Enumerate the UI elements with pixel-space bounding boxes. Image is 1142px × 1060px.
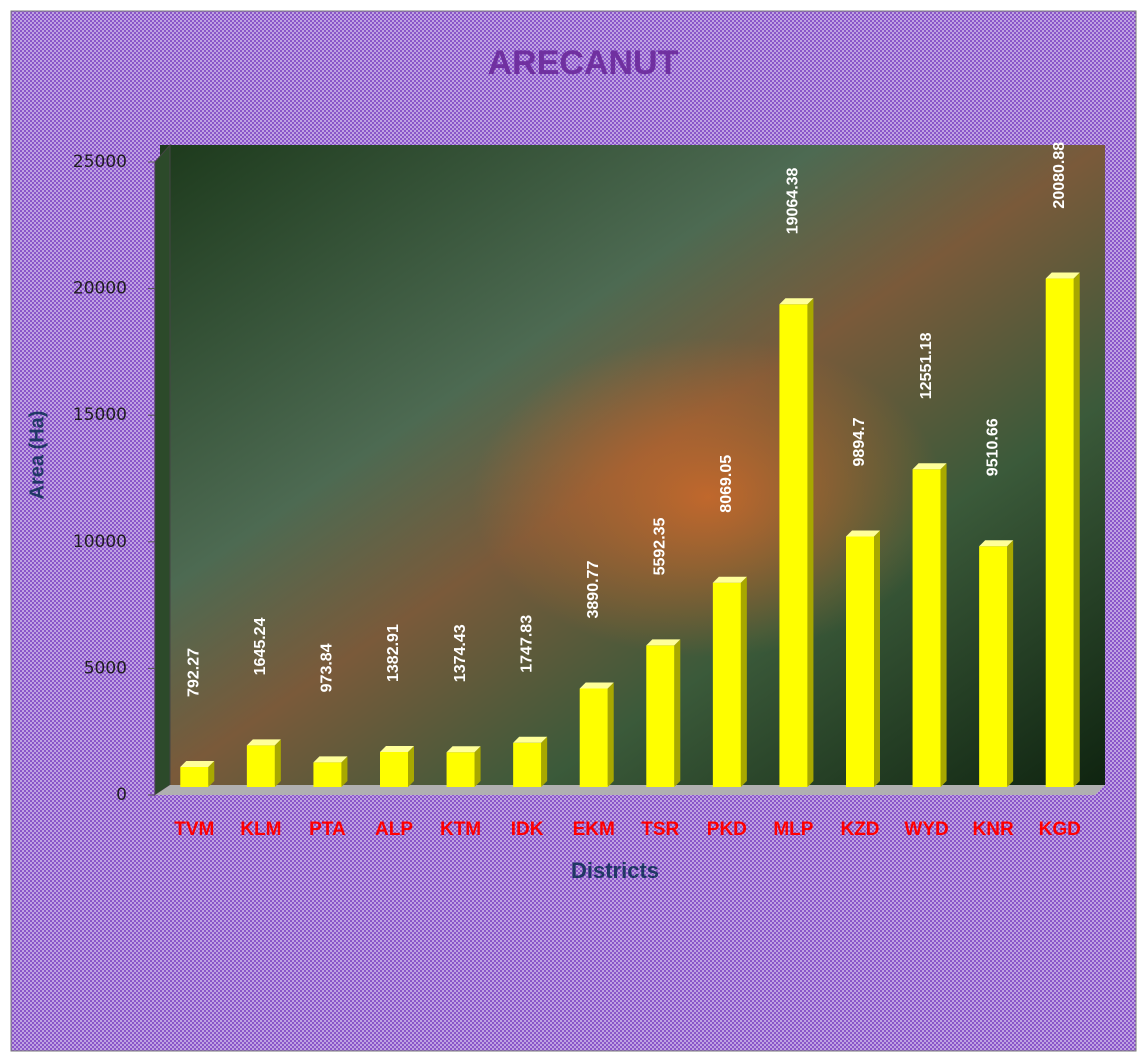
value-label: 1645.24 [252, 617, 269, 675]
y-tick-label: 20000 [73, 279, 127, 299]
x-tick-label: KLM [240, 819, 281, 840]
value-label: 20080.88 [1051, 142, 1068, 209]
bar [979, 546, 1008, 787]
bar-side [940, 463, 947, 787]
bar [180, 766, 209, 787]
value-label: 1747.83 [518, 615, 535, 673]
bar-top [646, 639, 681, 646]
bar-side [1007, 540, 1014, 787]
bar-side [674, 639, 681, 787]
bar [380, 751, 408, 787]
y-tick-label: 25000 [73, 152, 127, 172]
value-label: 9894.7 [851, 417, 868, 466]
bar-top [846, 530, 880, 537]
bar-side [474, 746, 481, 787]
value-label: 1382.91 [385, 624, 402, 682]
bar [779, 304, 808, 787]
floor [155, 785, 1105, 795]
bar-top [446, 746, 481, 753]
x-tick-label: EKM [573, 819, 615, 840]
x-tick-label: TSR [641, 819, 679, 840]
value-label: 12551.18 [918, 332, 935, 399]
bar-top [779, 298, 814, 305]
x-tick-label: KTM [440, 819, 481, 840]
x-tick-label: KGD [1039, 819, 1081, 840]
plot-image-overlay [160, 145, 1105, 785]
value-label: 973.84 [319, 643, 336, 692]
y-axis-title: Area (Ha) [26, 411, 48, 500]
x-tick-label: TVM [174, 819, 214, 840]
bar-top [912, 463, 947, 470]
bar [246, 745, 275, 787]
bar-side [874, 530, 880, 787]
value-label: 19064.38 [785, 167, 802, 234]
x-tick-label: MLP [773, 819, 813, 840]
value-label: 9510.66 [984, 418, 1001, 476]
x-tick-label: ALP [375, 819, 413, 840]
y-axis-wall [154, 143, 171, 796]
bar [313, 762, 342, 787]
y-tick-label: 10000 [73, 532, 127, 552]
bar-side [208, 760, 215, 787]
bar-side [740, 576, 747, 787]
bar-side [541, 736, 548, 787]
bar-side [341, 756, 348, 787]
x-axis-title: Districts [571, 858, 659, 883]
value-label: 5592.35 [652, 517, 669, 575]
x-tick-label: PTA [309, 819, 346, 840]
bar-top [1045, 272, 1080, 279]
bar-top [246, 739, 281, 746]
bar-side [1073, 272, 1080, 787]
bar [579, 688, 608, 787]
bar-side [807, 298, 814, 787]
x-tick-label: KZD [840, 819, 879, 840]
bar [646, 645, 675, 787]
bar-side [274, 739, 281, 787]
bar-side [408, 745, 414, 787]
bar-top [380, 745, 414, 752]
x-tick-label: KNR [973, 819, 1014, 840]
value-label: 792.27 [186, 648, 203, 697]
bar [846, 536, 874, 787]
value-label: 3890.77 [585, 561, 602, 619]
chart-title: ARECANUT [488, 44, 679, 82]
bar [712, 582, 741, 787]
bar-top [180, 760, 215, 767]
y-tick-label: 5000 [84, 658, 127, 678]
bar [912, 469, 941, 787]
x-tick-label: IDK [511, 819, 544, 840]
y-tick-label: 0 [116, 785, 127, 805]
bar-top [579, 682, 614, 689]
bar [1045, 278, 1074, 787]
bar [446, 752, 475, 787]
y-tick-label: 15000 [73, 405, 127, 425]
bar-top [979, 540, 1014, 547]
x-tick-label: WYD [904, 819, 948, 840]
bar-side [607, 682, 614, 787]
bar-top [313, 756, 348, 763]
x-tick-label: PKD [707, 819, 747, 840]
value-label: 8069.05 [718, 455, 735, 513]
bar [513, 742, 542, 787]
value-label: 1374.43 [452, 624, 469, 682]
bar-top [712, 576, 747, 583]
bar-top [513, 736, 548, 743]
